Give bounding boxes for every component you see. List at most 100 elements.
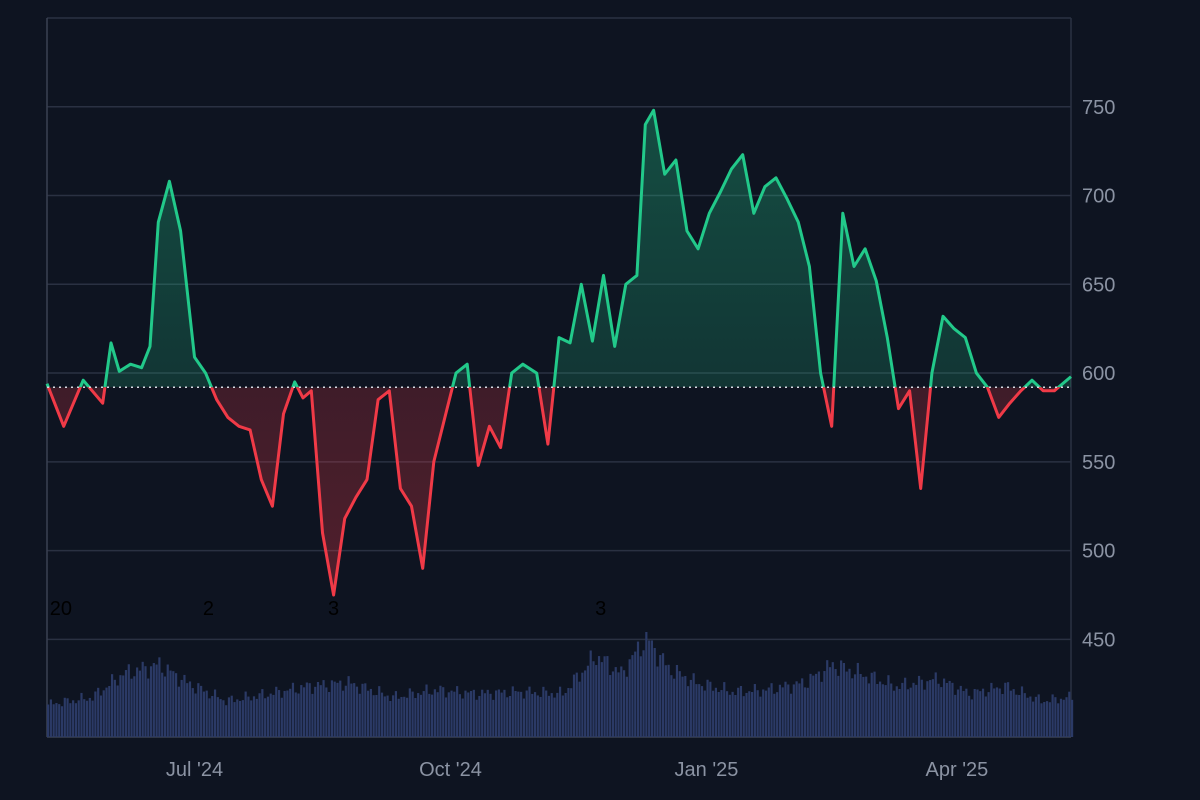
volume-bar	[778, 684, 782, 737]
volume-bar	[578, 681, 581, 737]
volume-bar	[464, 690, 467, 737]
volume-bar	[611, 671, 615, 737]
volume-bar	[673, 678, 676, 737]
volume-bar	[681, 676, 684, 737]
volume-bar	[764, 690, 768, 737]
volume-bar	[344, 685, 347, 737]
volume-bar	[394, 691, 398, 737]
volume-bar	[1015, 694, 1018, 737]
volume-bar	[575, 672, 578, 737]
volume-bar	[219, 699, 222, 737]
volume-bar	[553, 697, 556, 737]
volume-bar	[959, 685, 962, 737]
volume-bar	[879, 681, 882, 737]
volume-bar	[667, 664, 670, 737]
volume-bar	[144, 666, 147, 737]
volume-bar	[211, 695, 214, 737]
volume-bar	[161, 672, 164, 737]
volume-bar	[751, 691, 754, 737]
volume-bar	[403, 696, 406, 737]
volume-bar	[230, 695, 233, 737]
volume-bar	[414, 698, 417, 737]
volume-bar	[72, 700, 75, 737]
volume-bar	[300, 685, 303, 737]
volume-bar	[770, 683, 773, 737]
volume-bar	[670, 675, 673, 737]
volume-bar	[904, 677, 907, 737]
volume-bar	[828, 667, 832, 737]
volume-bar	[631, 655, 634, 737]
volume-bar	[648, 640, 651, 737]
volume-bar	[166, 664, 169, 737]
volume-bar	[241, 700, 244, 737]
volume-bar	[759, 696, 762, 737]
volume-bar	[124, 670, 128, 737]
volume-bar	[929, 680, 932, 737]
volume-bar	[514, 690, 517, 737]
y-tick-label: 500	[1082, 541, 1115, 563]
volume-bar	[798, 683, 801, 737]
volume-bar	[458, 694, 462, 737]
volume-bar	[277, 690, 281, 737]
volume-bar	[520, 691, 523, 737]
event-markers: 20 2 3 3	[50, 598, 607, 620]
volume-bar	[380, 692, 384, 737]
volume-bar	[940, 687, 943, 737]
volume-bar	[987, 692, 990, 737]
volume-bar	[1009, 690, 1012, 737]
volume-bar	[545, 690, 548, 737]
volume-bar	[812, 675, 815, 737]
volume-bar	[848, 668, 851, 737]
volume-bar	[305, 682, 308, 737]
volume-bar	[177, 686, 180, 737]
volume-bar	[748, 691, 751, 737]
volume-bar	[186, 683, 189, 737]
volume-bar	[642, 650, 645, 737]
volume-bar	[122, 675, 125, 737]
volume-bar	[826, 660, 829, 737]
volume-bar	[497, 689, 500, 737]
volume-bar	[592, 661, 595, 737]
volume-bar	[330, 680, 334, 737]
volume-bar	[1048, 702, 1051, 737]
volume-bar	[962, 691, 965, 737]
volume-bar	[884, 685, 887, 737]
volume-bar	[94, 691, 97, 737]
volume-bar	[255, 698, 258, 737]
volume-bar	[492, 699, 495, 737]
volume-bar	[831, 662, 834, 737]
volume-bar	[737, 687, 740, 737]
volume-bar	[898, 688, 901, 737]
volume-bar	[895, 686, 898, 737]
volume-bar	[634, 651, 637, 737]
volume-bar	[728, 694, 731, 737]
volume-bar	[995, 687, 999, 737]
volume-bar	[700, 686, 704, 737]
volume-bar	[405, 697, 409, 737]
volume-bar	[542, 686, 545, 737]
volume-bar	[973, 689, 976, 737]
volume-bar	[912, 682, 915, 737]
grid-lines	[47, 106, 1071, 641]
volume-bar	[650, 640, 654, 737]
price-area	[47, 110, 1071, 595]
volume-bar	[353, 683, 356, 737]
y-tick-label: 450	[1082, 629, 1115, 651]
volume-bar	[339, 680, 342, 737]
area-above-baseline	[47, 110, 1071, 388]
volume-bar	[920, 679, 923, 737]
volume-bar	[659, 655, 662, 737]
volume-bar	[392, 695, 395, 737]
volume-bar	[433, 689, 436, 737]
volume-bar	[901, 682, 904, 737]
volume-bar	[717, 691, 720, 737]
volume-bar	[322, 680, 325, 737]
volume-bar	[1029, 696, 1032, 737]
volume-bar	[336, 682, 339, 737]
volume-bar	[319, 685, 322, 737]
volume-bar	[236, 699, 239, 737]
volume-bar	[970, 699, 974, 737]
volume-bar	[308, 683, 311, 737]
volume-bar	[550, 693, 553, 737]
volume-bar	[194, 693, 197, 737]
